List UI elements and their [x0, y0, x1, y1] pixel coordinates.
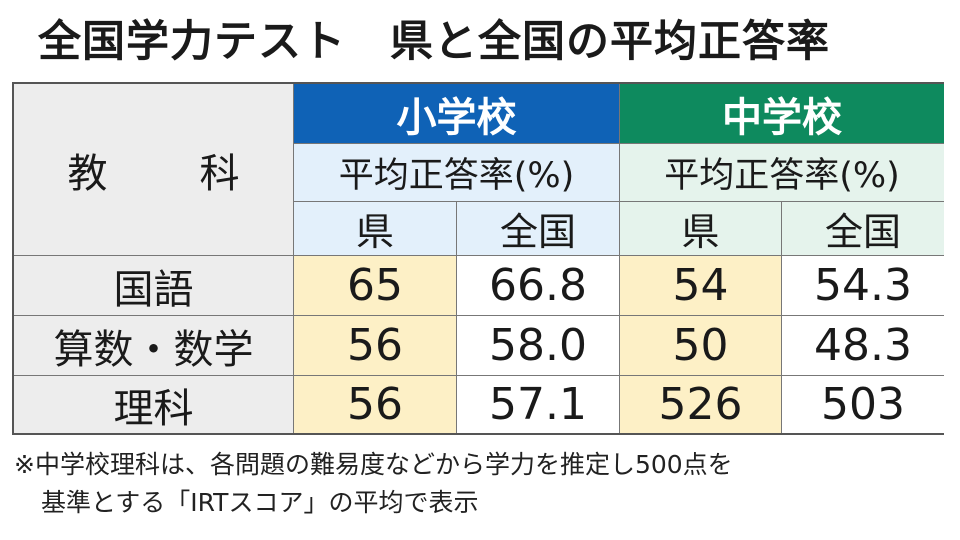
- table-cell: 54: [620, 256, 782, 316]
- table-cell: 503: [782, 376, 944, 433]
- page-title: 全国学力テスト 県と全国の平均正答率: [38, 17, 830, 67]
- junior-high-average-rate-label: 平均正答率(%): [620, 144, 944, 202]
- table-cell: 58.0: [457, 316, 620, 376]
- row-subject-math: 算数・数学: [14, 316, 294, 376]
- table-cell: 56: [294, 376, 457, 433]
- row-subject-japanese: 国語: [14, 256, 294, 316]
- table-cell: 48.3: [782, 316, 944, 376]
- elementary-school-header: 小学校: [294, 84, 620, 144]
- junior-high-school-header: 中学校: [620, 84, 944, 144]
- score-table: 教 科 小学校 中学校 平均正答率(%) 平均正答率(%) 県 全国 県 全国 …: [12, 82, 944, 435]
- table-cell: 56: [294, 316, 457, 376]
- table-cell: 54.3: [782, 256, 944, 316]
- row-subject-science: 理科: [14, 376, 294, 433]
- elementary-prefecture-column: 県: [294, 202, 457, 256]
- footnote-line-1: ※中学校理科は、各問題の難易度などから学力を推定し500点を: [14, 450, 733, 479]
- footnote-line-2: 基準とする「IRTスコア」の平均で表示: [41, 488, 479, 517]
- table-cell: 526: [620, 376, 782, 433]
- table-cell: 66.8: [457, 256, 620, 316]
- junior-high-national-column: 全国: [782, 202, 944, 256]
- subject-column-header: 教 科: [14, 84, 294, 256]
- junior-high-prefecture-column: 県: [620, 202, 782, 256]
- table-cell: 50: [620, 316, 782, 376]
- table-cell: 65: [294, 256, 457, 316]
- elementary-average-rate-label: 平均正答率(%): [294, 144, 620, 202]
- table-cell: 57.1: [457, 376, 620, 433]
- footnote: ※中学校理科は、各問題の難易度などから学力を推定し500点を 基準とする「IRT…: [14, 446, 944, 522]
- elementary-national-column: 全国: [457, 202, 620, 256]
